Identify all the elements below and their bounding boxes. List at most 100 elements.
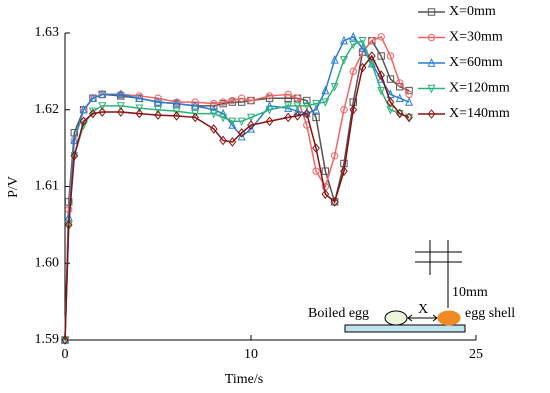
marker bbox=[284, 112, 293, 123]
series-line bbox=[64, 54, 410, 341]
marker bbox=[116, 89, 125, 99]
marker bbox=[386, 52, 395, 60]
marker bbox=[293, 111, 302, 121]
x-tick-label: 10 bbox=[244, 347, 258, 362]
marker bbox=[358, 43, 367, 53]
marker bbox=[172, 98, 181, 108]
marker bbox=[312, 104, 321, 114]
marker bbox=[172, 107, 181, 117]
marker bbox=[340, 166, 348, 176]
marker bbox=[61, 335, 69, 345]
x-tick-label: 25 bbox=[469, 347, 483, 362]
marker bbox=[427, 84, 436, 94]
marker bbox=[339, 35, 348, 45]
marker bbox=[349, 31, 358, 41]
setup-diagram bbox=[344, 240, 466, 333]
marker bbox=[293, 102, 302, 111]
marker bbox=[237, 127, 246, 138]
marker bbox=[209, 109, 218, 119]
marker bbox=[427, 58, 436, 67]
marker bbox=[358, 36, 367, 46]
marker bbox=[88, 93, 97, 102]
marker bbox=[98, 102, 107, 111]
y-tick-label: 1.63 bbox=[35, 25, 60, 40]
marker bbox=[154, 97, 162, 106]
y-tick-label: 1.62 bbox=[35, 102, 60, 117]
marker bbox=[302, 108, 311, 119]
marker bbox=[116, 107, 125, 117]
marker bbox=[368, 36, 376, 45]
legend-label: X=140mm bbox=[449, 106, 510, 121]
marker bbox=[358, 62, 367, 73]
marker bbox=[135, 93, 144, 102]
marker bbox=[395, 108, 404, 119]
marker bbox=[330, 83, 339, 92]
marker bbox=[237, 117, 246, 127]
marker bbox=[312, 99, 321, 109]
legend-label: X=120mm bbox=[449, 81, 510, 96]
marker bbox=[368, 51, 376, 61]
marker bbox=[79, 116, 88, 127]
marker bbox=[191, 109, 200, 119]
series-line bbox=[64, 39, 410, 341]
annotation: X bbox=[418, 302, 428, 317]
marker bbox=[191, 101, 200, 110]
y-axis-label: P/V bbox=[6, 176, 21, 198]
marker bbox=[98, 107, 107, 117]
marker bbox=[237, 131, 246, 141]
marker bbox=[302, 102, 311, 111]
marker bbox=[349, 104, 358, 115]
marker bbox=[172, 111, 181, 121]
marker bbox=[89, 108, 97, 119]
marker bbox=[219, 113, 228, 123]
marker bbox=[135, 104, 144, 114]
marker bbox=[427, 8, 436, 16]
marker bbox=[284, 90, 292, 99]
marker bbox=[395, 93, 404, 102]
annotation: egg shell bbox=[465, 306, 515, 321]
marker bbox=[321, 189, 330, 199]
marker bbox=[135, 108, 144, 119]
marker bbox=[377, 52, 385, 60]
legend-label: X=60mm bbox=[449, 55, 503, 70]
marker bbox=[312, 143, 320, 153]
marker bbox=[405, 113, 414, 123]
annotation: Boiled egg bbox=[308, 306, 369, 321]
marker bbox=[312, 113, 320, 122]
marker bbox=[386, 75, 395, 83]
marker bbox=[265, 116, 274, 127]
marker bbox=[377, 86, 386, 96]
marker bbox=[427, 33, 436, 42]
marker bbox=[284, 103, 293, 112]
y-tick-label: 1.59 bbox=[35, 332, 60, 347]
marker bbox=[64, 220, 73, 230]
marker bbox=[405, 112, 413, 123]
marker bbox=[427, 109, 436, 119]
marker bbox=[405, 97, 414, 106]
marker bbox=[228, 117, 237, 127]
annotation: 10mm bbox=[452, 285, 488, 300]
marker bbox=[265, 106, 274, 115]
marker bbox=[70, 150, 79, 161]
marker bbox=[349, 67, 357, 76]
marker bbox=[339, 56, 348, 65]
marker bbox=[330, 54, 339, 64]
marker bbox=[247, 96, 255, 105]
marker bbox=[284, 102, 293, 111]
marker bbox=[340, 106, 348, 114]
marker bbox=[79, 104, 88, 114]
marker bbox=[293, 106, 302, 115]
marker bbox=[321, 85, 330, 95]
marker bbox=[349, 40, 358, 50]
x-tick-label: 0 bbox=[62, 347, 69, 362]
marker bbox=[330, 197, 339, 207]
marker bbox=[386, 97, 395, 107]
marker bbox=[135, 92, 144, 100]
marker bbox=[330, 152, 339, 160]
marker bbox=[377, 33, 385, 41]
marker bbox=[303, 96, 311, 105]
marker bbox=[321, 167, 330, 175]
y-tick-label: 1.60 bbox=[35, 255, 60, 270]
marker bbox=[98, 89, 107, 99]
